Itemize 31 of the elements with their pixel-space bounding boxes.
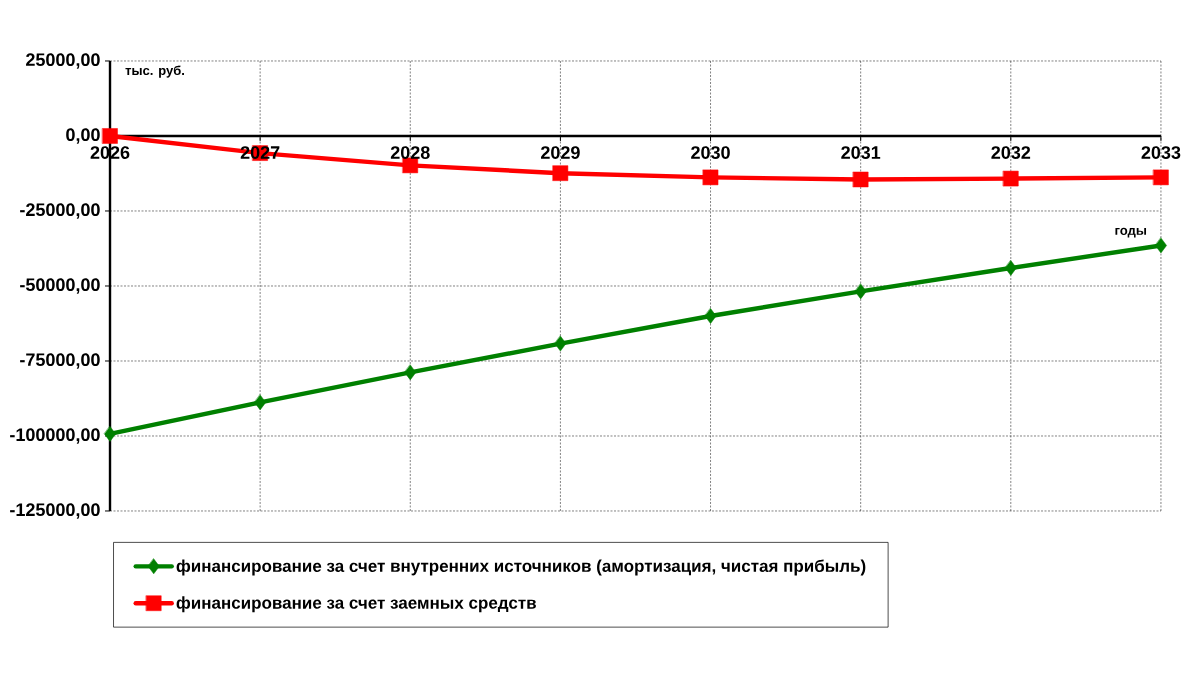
point [704,308,717,324]
point [1155,237,1167,254]
x-tick-label: 2029 [541,146,580,159]
y-tick-label: 25000,00 [26,53,100,69]
point [1004,260,1017,276]
y-tick-label: -125000,00 [10,503,100,519]
x-tick-label: 2032 [991,146,1031,159]
point [104,426,116,442]
x-tick-label: 2033 [1141,146,1181,159]
x-tick-label: 2030 [691,146,730,159]
legend-label: финансирование за счет заемных средств [176,596,536,613]
x-axis-title: годы [1115,227,1147,238]
point [1003,170,1019,187]
point [702,169,719,186]
y-axis-title: тыс. руб. [125,65,184,78]
point [254,394,267,411]
point [552,165,569,181]
point [852,171,869,188]
point [404,364,417,381]
point [102,128,118,144]
legend-label: финансирование за счет внутренних источников (амортизация, чистая прибыль) [176,559,866,576]
point [854,283,867,300]
y-tick-label: -50000,00 [20,278,100,294]
y-tick-label: 0,00 [66,128,100,144]
y-tick-label: -75000,00 [20,353,100,369]
point [554,335,567,352]
x-tick-label: 2028 [390,146,430,159]
y-tick-label: -100000,00 [10,428,100,444]
x-tick-label: 2031 [841,146,881,159]
y-tick-label: -25000,00 [20,203,100,219]
point [1153,169,1169,186]
